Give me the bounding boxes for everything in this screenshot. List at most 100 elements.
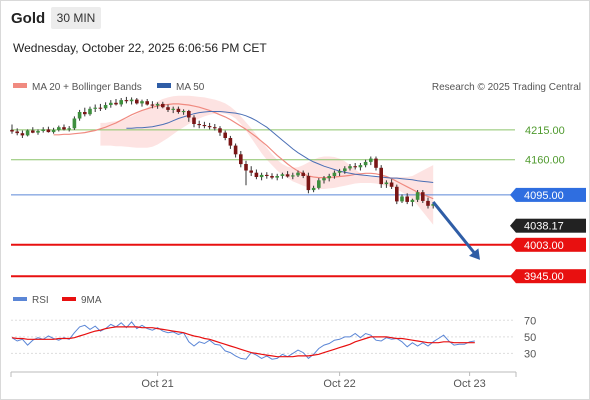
candle-body bbox=[270, 176, 274, 178]
candle-22 bbox=[124, 96, 129, 104]
candle-71 bbox=[379, 165, 383, 188]
candle-body bbox=[171, 108, 175, 110]
price-legend: MA 20 + Bollinger Bands MA 50 Research ©… bbox=[13, 82, 581, 93]
candle-body bbox=[415, 192, 420, 200]
bollinger-band-area bbox=[100, 95, 434, 225]
candle-body bbox=[327, 176, 331, 179]
candle-body bbox=[405, 196, 409, 202]
candle-67 bbox=[358, 163, 363, 171]
level-label-box bbox=[516, 218, 586, 233]
candle-21 bbox=[119, 98, 123, 107]
candle-body bbox=[155, 103, 160, 106]
candle-70 bbox=[374, 156, 378, 171]
candle-77 bbox=[410, 198, 415, 207]
candle-body bbox=[197, 124, 201, 126]
candle-78 bbox=[415, 190, 420, 202]
ma50-legend-swatch bbox=[157, 83, 171, 88]
rsi-tick-30: 30 bbox=[524, 348, 536, 360]
candle-14 bbox=[83, 107, 87, 117]
level-label-text: 4095.00 bbox=[524, 190, 564, 202]
candle-body bbox=[41, 129, 45, 131]
candle-52 bbox=[280, 172, 285, 179]
attribution: Research © 2025 Trading Central bbox=[432, 82, 581, 93]
candle-body bbox=[285, 174, 290, 177]
candle-49 bbox=[265, 172, 269, 179]
candle-body bbox=[192, 117, 196, 124]
candle-body bbox=[187, 111, 191, 118]
candle-7 bbox=[46, 126, 51, 133]
rsi-tick-50: 50 bbox=[524, 332, 536, 344]
candle-75 bbox=[400, 194, 404, 203]
candle-body bbox=[124, 100, 129, 102]
candle-body bbox=[291, 175, 295, 177]
candle-30 bbox=[166, 104, 170, 112]
candle-body bbox=[369, 158, 373, 162]
level-label-pointer bbox=[510, 237, 516, 252]
rsi-ma-legend-label: 9MA bbox=[81, 295, 102, 306]
candle-body bbox=[57, 127, 61, 130]
candle-24 bbox=[135, 98, 139, 105]
candle-36 bbox=[197, 120, 201, 129]
candle-body bbox=[431, 204, 435, 206]
ma20-legend-swatch bbox=[13, 83, 27, 88]
candle-66 bbox=[353, 163, 357, 170]
candle-body bbox=[213, 127, 217, 129]
candle-body bbox=[10, 129, 14, 132]
candle-body bbox=[88, 108, 92, 115]
candle-body bbox=[140, 101, 144, 104]
candle-body bbox=[166, 107, 170, 110]
candle-39 bbox=[213, 124, 217, 131]
candle-body bbox=[223, 132, 227, 138]
candle-57 bbox=[306, 172, 311, 194]
rsi-legend: RSI 9MA bbox=[13, 295, 102, 306]
candle-body bbox=[306, 176, 311, 191]
level-label-text: 3945.00 bbox=[524, 271, 564, 283]
candle-body bbox=[374, 158, 378, 168]
candle-38 bbox=[207, 122, 212, 130]
candle-23 bbox=[129, 97, 134, 105]
candle-28 bbox=[155, 102, 160, 109]
level-label-4095.00: 4095.00 bbox=[510, 187, 586, 202]
candle-body bbox=[389, 182, 394, 187]
candle-41 bbox=[223, 130, 227, 141]
candle-body bbox=[36, 131, 40, 133]
candle-80 bbox=[426, 197, 430, 209]
candle-76 bbox=[405, 193, 409, 205]
candle-body bbox=[426, 200, 430, 206]
level-label-4215.00: 4215.00 bbox=[525, 125, 565, 137]
candle-68 bbox=[363, 159, 368, 168]
candle-body bbox=[311, 187, 316, 191]
candle-body bbox=[207, 126, 212, 128]
level-label-text: 4038.17 bbox=[524, 221, 564, 233]
candle-42 bbox=[228, 135, 233, 149]
candle-37 bbox=[202, 121, 207, 129]
candle-body bbox=[265, 174, 269, 176]
candle-body bbox=[384, 182, 389, 185]
candle-34 bbox=[187, 109, 191, 122]
candle-56 bbox=[301, 170, 305, 179]
rsi-legend-label: RSI bbox=[32, 295, 49, 306]
candle-body bbox=[343, 168, 347, 172]
candle-43 bbox=[233, 143, 238, 158]
candle-5 bbox=[36, 129, 40, 135]
candle-body bbox=[181, 111, 186, 113]
chart-header: Gold 30 MIN bbox=[0, 0, 590, 36]
timeframe-badge[interactable]: 30 MIN bbox=[51, 7, 101, 29]
candle-body bbox=[358, 165, 363, 168]
candle-2 bbox=[20, 130, 25, 138]
x-tick-label: Oct 23 bbox=[453, 378, 485, 390]
candle-50 bbox=[270, 173, 274, 180]
candle-body bbox=[103, 105, 108, 109]
candle-35 bbox=[192, 115, 196, 128]
candle-9 bbox=[57, 125, 61, 132]
candle-32 bbox=[176, 106, 181, 114]
rsi-ma-legend-swatch bbox=[62, 297, 76, 301]
candle-46 bbox=[249, 166, 253, 176]
level-label-4038.17: 4038.17 bbox=[510, 218, 586, 233]
candle-body bbox=[93, 107, 97, 109]
candle-51 bbox=[275, 173, 279, 181]
candle-12 bbox=[72, 116, 77, 130]
candle-body bbox=[363, 161, 368, 166]
candle-72 bbox=[384, 180, 389, 188]
